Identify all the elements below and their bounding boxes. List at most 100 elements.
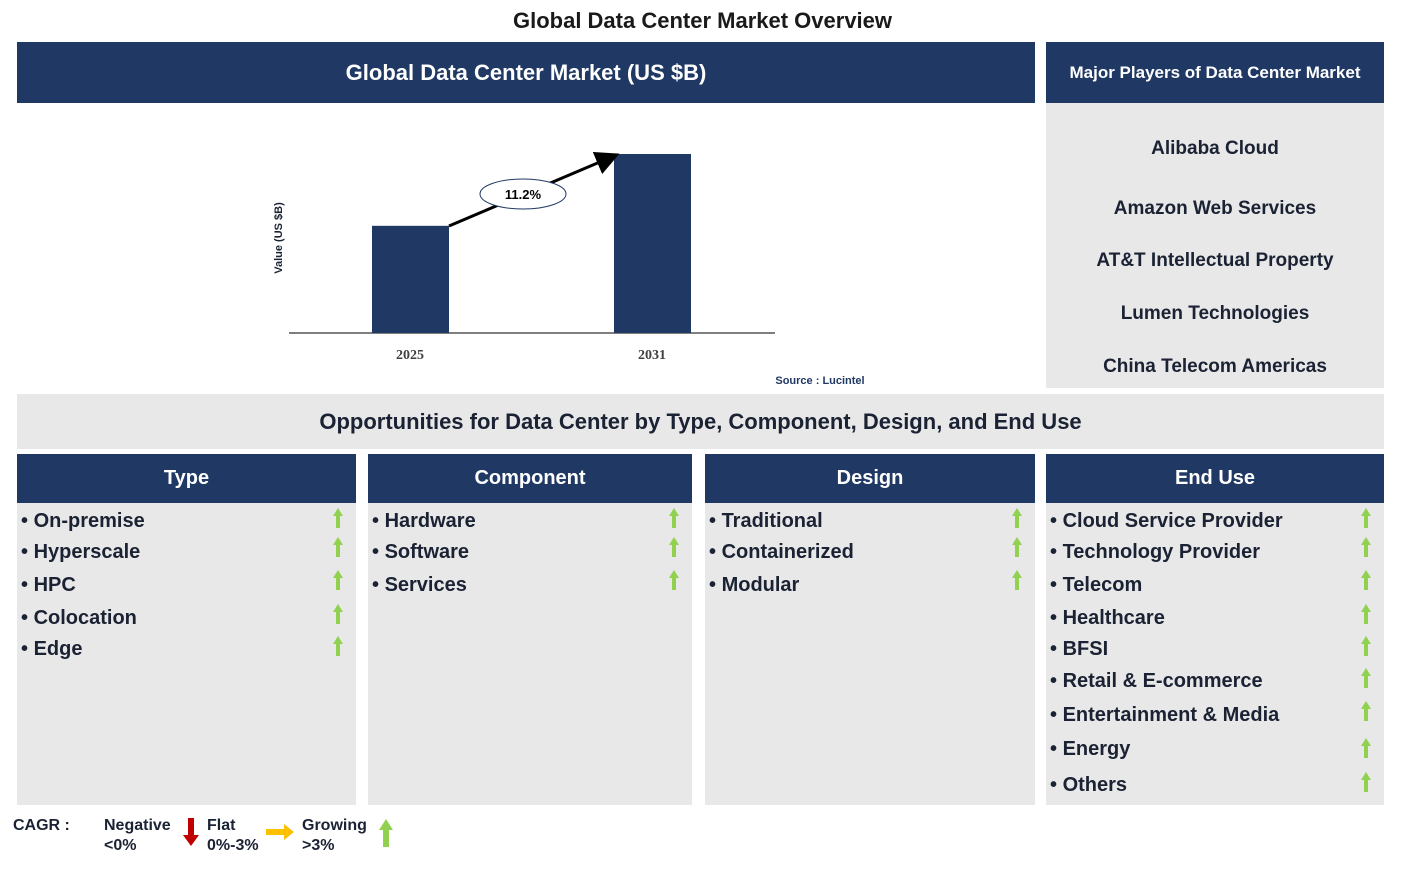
list-item-label: Hyperscale: [33, 541, 141, 563]
growing-up-arrow-icon: [1012, 570, 1022, 590]
list-item: • Entertainment & Media: [1050, 704, 1280, 726]
legend-negative-label: Negative: [104, 817, 171, 834]
list-item: • Containerized: [709, 541, 854, 563]
negative-down-arrow-icon: [183, 818, 199, 846]
growing-up-arrow-icon: [1012, 508, 1022, 528]
growing-up-arrow-icon: [669, 508, 679, 528]
growing-up-arrow-icon: [333, 537, 343, 557]
list-item-label: Colocation: [33, 607, 137, 629]
growing-up-arrow-icon: [1361, 701, 1371, 721]
list-item-label: Traditional: [721, 510, 823, 532]
players-header: Major Players of Data Center Market: [1046, 42, 1384, 103]
list-item-label: Entertainment & Media: [1062, 704, 1280, 726]
list-item-label: Technology Provider: [1062, 541, 1261, 563]
list-item: • Telecom: [1050, 574, 1143, 596]
list-item: • Hardware: [372, 510, 476, 532]
growing-up-arrow-icon: [1361, 508, 1371, 528]
list-item-label: Cloud Service Provider: [1062, 510, 1283, 532]
player-item: Lumen Technologies: [1120, 303, 1310, 324]
list-item-label: Modular: [721, 574, 800, 596]
list-item-label: Containerized: [721, 541, 854, 563]
list-item: • On-premise: [21, 510, 145, 532]
list-item: • Modular: [709, 574, 800, 596]
list-item: • Software: [372, 541, 470, 563]
cagr-annotation: 11.2%: [505, 187, 542, 202]
list-item: • Traditional: [709, 510, 823, 532]
player-item: AT&T Intellectual Property: [1096, 250, 1334, 271]
cagr-ellipse: [479, 178, 567, 210]
column-header-component: Component: [368, 454, 692, 503]
growing-up-arrow-icon: [1361, 738, 1371, 758]
growing-up-arrow-icon: [1361, 668, 1371, 688]
list-item-label: Hardware: [384, 510, 476, 532]
list-item-label: Software: [384, 541, 470, 563]
growing-up-arrow-icon: [1012, 537, 1022, 557]
growing-up-arrow-icon: [669, 537, 679, 557]
legend-flat-label: Flat: [207, 817, 236, 834]
list-item: • Others: [1050, 774, 1128, 796]
list-item: • Healthcare: [1050, 607, 1165, 629]
player-item: Amazon Web Services: [1113, 198, 1317, 219]
column-body: • Cloud Service Provider • Technology Pro…: [1046, 503, 1384, 805]
opportunities-title: Opportunities for Data Center by Type, C…: [17, 394, 1384, 449]
list-item-label: Retail & E-commerce: [1062, 670, 1263, 692]
legend-flat: Flat 0%-3%: [207, 816, 259, 856]
legend-cagr-label: CAGR :: [13, 817, 70, 834]
list-item: • Colocation: [21, 607, 137, 629]
list-item-label: Services: [384, 574, 467, 596]
legend-negative-range: <0%: [104, 837, 137, 854]
legend-growing-label: Growing: [302, 817, 367, 834]
growing-up-arrow-icon: [333, 604, 343, 624]
list-item-label: Others: [1062, 774, 1128, 796]
list-item: • Hyperscale: [21, 541, 141, 563]
list-item-label: Edge: [33, 638, 83, 660]
page-title: Global Data Center Market Overview: [512, 8, 893, 33]
source-label: Source : Lucintel: [775, 375, 864, 387]
growing-up-arrow-icon: [379, 819, 393, 847]
growing-up-arrow-icon: [333, 508, 343, 528]
list-item: • Cloud Service Provider: [1050, 510, 1283, 532]
column-header-end-use: End Use: [1046, 454, 1384, 503]
growing-up-arrow-icon: [333, 570, 343, 590]
legend-flat-range: 0%-3%: [207, 837, 259, 854]
list-item: • Energy: [1050, 738, 1131, 760]
legend-growing: Growing >3%: [302, 816, 367, 856]
x-tick-label: 2025: [396, 348, 424, 363]
x-tick-label: 2031: [638, 348, 666, 363]
legend-growing-range: >3%: [302, 837, 335, 854]
growing-up-arrow-icon: [1361, 570, 1371, 590]
list-item-label: Healthcare: [1062, 607, 1165, 629]
players-panel: Alibaba Cloud Amazon Web Services AT&T Int…: [1046, 103, 1384, 388]
market-chart: Value (US $B) 11.2% Source : Lucintel 20…: [273, 151, 865, 387]
player-item: Alibaba Cloud: [1151, 138, 1279, 159]
list-item-label: On-premise: [33, 510, 145, 532]
growing-up-arrow-icon: [1361, 604, 1371, 624]
column-body: • Traditional • Containerized • Modular: [705, 503, 1035, 805]
growing-up-arrow-icon: [333, 636, 343, 656]
growing-up-arrow-icon: [1361, 636, 1371, 656]
list-item: • Retail & E-commerce: [1050, 670, 1263, 692]
player-item: China Telecom Americas: [1103, 356, 1327, 377]
growing-up-arrow-icon: [1361, 772, 1371, 792]
column-body: • Hardware • Software • Services: [368, 503, 692, 805]
list-item: • Technology Provider: [1050, 541, 1261, 563]
column-body: • On-premise • Hyperscale • HPC • Colocatio…: [17, 503, 356, 805]
bar-2025: [372, 225, 449, 333]
list-item-label: BFSI: [1062, 638, 1109, 660]
column-header-type: Type: [17, 454, 356, 503]
flat-right-arrow-icon: [266, 824, 294, 840]
list-item: • Services: [372, 574, 467, 596]
list-item: • Edge: [21, 638, 83, 660]
growing-up-arrow-icon: [1361, 537, 1371, 557]
list-item-label: HPC: [33, 574, 76, 596]
list-item: • BFSI: [1050, 638, 1109, 660]
growing-up-arrow-icon: [669, 570, 679, 590]
chart-header: Global Data Center Market (US $B): [17, 42, 1035, 103]
list-item: • HPC: [21, 574, 76, 596]
list-item-label: Energy: [1062, 738, 1131, 760]
column-header-design: Design: [705, 454, 1035, 503]
y-axis-label: Value (US $B): [273, 202, 285, 274]
list-item-label: Telecom: [1062, 574, 1143, 596]
bar-2031: [614, 154, 691, 333]
legend-negative: Negative <0%: [104, 816, 171, 856]
